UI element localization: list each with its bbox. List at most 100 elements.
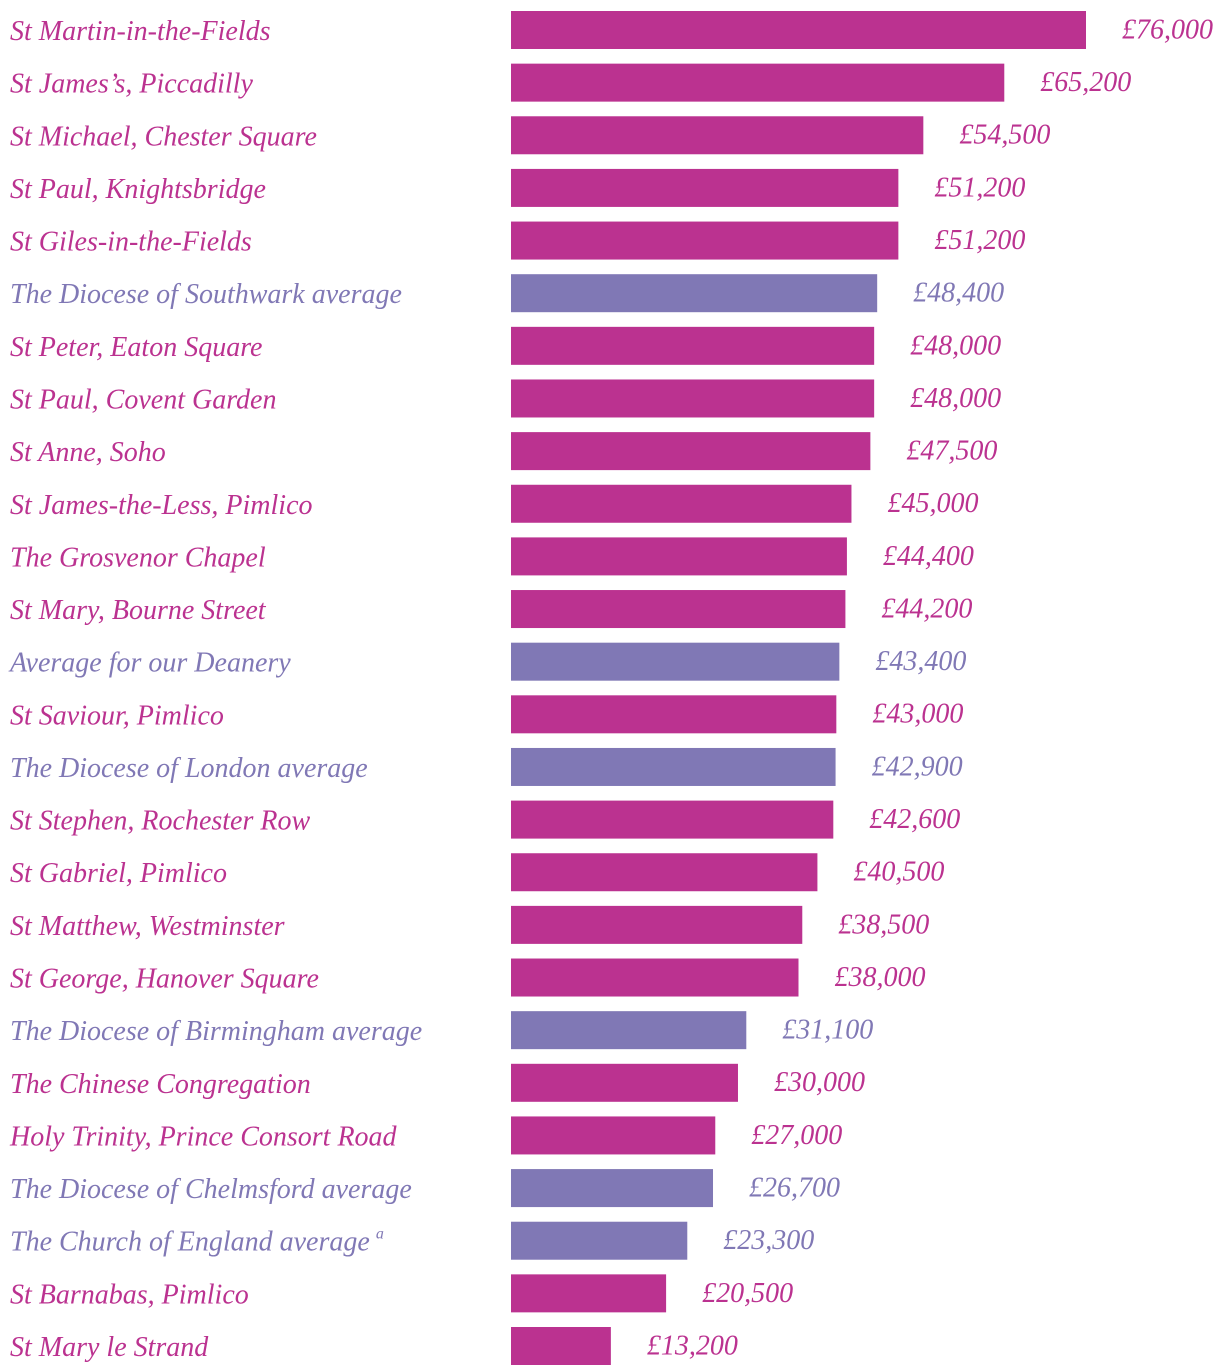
value-label: £26,700 (749, 1173, 840, 1204)
bar (511, 221, 899, 260)
category-text: St James’s, Piccadilly (10, 69, 253, 100)
bar (511, 1169, 714, 1208)
category-label: St Paul, Covent Garden (10, 385, 276, 416)
value-label: £30,000 (774, 1067, 865, 1098)
category-label: St Stephen, Rochester Row (10, 806, 310, 837)
value-label: £13,200 (647, 1330, 738, 1361)
bar (511, 905, 803, 944)
bar (511, 326, 875, 365)
category-label: St Giles-in-the-Fields (10, 227, 252, 258)
category-label: The Diocese of London average (10, 753, 368, 784)
category-label: St Saviour, Pimlico (10, 701, 224, 732)
bar (511, 379, 875, 418)
value-label: £76,000 (1122, 14, 1213, 45)
category-text: Holy Trinity, Prince Consort Road (9, 1122, 398, 1153)
value-label: £43,000 (872, 699, 963, 730)
value-label: £51,200 (934, 225, 1025, 256)
value-label: £20,500 (702, 1278, 793, 1309)
value-label: £23,300 (723, 1225, 814, 1256)
category-text: St George, Hanover Square (10, 964, 319, 995)
bar (511, 1116, 716, 1155)
value-label: £27,000 (751, 1120, 842, 1151)
category-text: The Grosvenor Chapel (10, 543, 266, 574)
footnote-mark: a (376, 1225, 384, 1242)
bar (511, 274, 878, 313)
category-text: St Michael, Chester Square (10, 122, 317, 153)
category-text: St Anne, Soho (10, 438, 166, 469)
value-label: £48,400 (913, 278, 1004, 309)
category-text: St Barnabas, Pimlico (10, 1280, 249, 1311)
category-label: St Paul, Knightsbridge (10, 174, 266, 205)
value-label: £48,000 (910, 383, 1001, 414)
category-text: St Paul, Covent Garden (10, 385, 276, 416)
category-label: The Diocese of Chelmsford average (10, 1175, 412, 1206)
bar (511, 484, 852, 523)
category-label: St Peter, Eaton Square (10, 332, 262, 363)
category-label: St Mary, Bourne Street (10, 595, 267, 626)
category-text: St Paul, Knightsbridge (10, 174, 266, 205)
category-label: The Diocese of Southwark average (10, 280, 402, 311)
value-label: £38,500 (838, 909, 929, 940)
bar (511, 11, 1086, 49)
category-text: St Stephen, Rochester Row (10, 806, 310, 837)
value-label: £43,400 (875, 646, 966, 677)
category-label: St Mary le Strand (10, 1332, 209, 1363)
value-label: £42,600 (869, 804, 960, 835)
bar (511, 116, 924, 155)
category-text: St James-the-Less, Pimlico (10, 490, 313, 521)
value-label: £38,000 (835, 962, 926, 993)
bar (511, 590, 846, 629)
category-label: St Anne, Soho (10, 438, 166, 469)
category-label: The Chinese Congregation (10, 1069, 311, 1100)
value-label: £51,200 (934, 172, 1025, 203)
bar (511, 1221, 688, 1260)
category-label: St Gabriel, Pimlico (10, 859, 227, 890)
category-text: The Diocese of London average (10, 753, 368, 784)
category-text: The Diocese of Chelmsford average (10, 1175, 412, 1206)
value-label: £31,100 (782, 1015, 873, 1046)
category-label: The Diocese of Birmingham average (10, 1017, 422, 1048)
category-label: St Matthew, Westminster (10, 911, 285, 942)
category-label: St James’s, Piccadilly (10, 69, 253, 100)
value-label: £45,000 (887, 488, 978, 519)
category-text: St Matthew, Westminster (10, 911, 285, 942)
bar (511, 1274, 667, 1313)
category-text: St Mary le Strand (10, 1332, 209, 1363)
bar (511, 1063, 738, 1102)
value-label: £48,000 (910, 330, 1001, 361)
category-label: Holy Trinity, Prince Consort Road (9, 1122, 398, 1153)
category-text: Average for our Deanery (8, 648, 291, 679)
value-label: £54,500 (959, 120, 1050, 151)
bar (511, 853, 818, 892)
category-text: St Saviour, Pimlico (10, 701, 224, 732)
category-text: St Giles-in-the-Fields (10, 227, 252, 258)
value-label: £65,200 (1040, 67, 1131, 98)
category-label: St James-the-Less, Pimlico (10, 490, 313, 521)
category-label: St Martin-in-the-Fields (10, 16, 271, 47)
category-label: The Church of England average a (10, 1225, 384, 1258)
category-text: The Diocese of Birmingham average (10, 1017, 422, 1048)
value-label: £47,500 (906, 436, 997, 467)
bar (511, 958, 799, 997)
category-text: The Church of England average (10, 1227, 370, 1258)
value-label: £42,900 (872, 751, 963, 782)
category-label: The Grosvenor Chapel (10, 543, 266, 574)
bar (511, 747, 836, 786)
bar (511, 642, 840, 681)
bar (511, 1011, 747, 1050)
category-text: St Peter, Eaton Square (10, 332, 262, 363)
value-label: £44,200 (881, 593, 972, 624)
category-text: St Mary, Bourne Street (10, 595, 267, 626)
bar (511, 63, 1005, 102)
category-text: The Diocese of Southwark average (10, 280, 402, 311)
category-text: The Chinese Congregation (10, 1069, 311, 1100)
category-label: St Barnabas, Pimlico (10, 1280, 249, 1311)
bar (511, 695, 837, 734)
bar (511, 168, 899, 207)
value-label: £44,400 (883, 541, 974, 572)
category-label: St Michael, Chester Square (10, 122, 317, 153)
category-text: St Gabriel, Pimlico (10, 859, 227, 890)
bar (511, 1327, 611, 1365)
